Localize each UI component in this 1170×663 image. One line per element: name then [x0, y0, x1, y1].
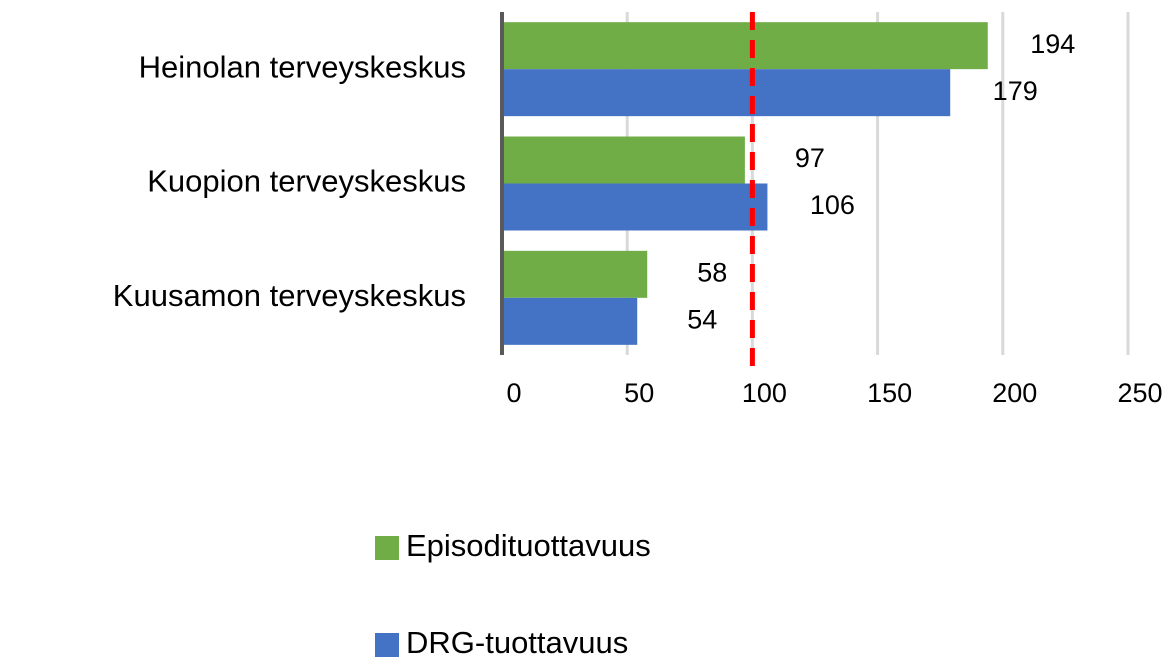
bar — [502, 183, 768, 231]
bar — [502, 297, 638, 345]
data-label: 97 — [795, 143, 825, 173]
legend-swatch — [375, 536, 399, 560]
bar — [502, 136, 745, 184]
category-label: Kuopion terveyskeskus — [147, 164, 466, 199]
bar — [502, 69, 951, 117]
x-tick-label: 50 — [624, 378, 654, 408]
x-tick-label: 0 — [506, 378, 521, 408]
data-label: 179 — [993, 76, 1038, 106]
legend-swatch — [375, 633, 399, 657]
bar — [502, 22, 988, 70]
legend-label: Episodituottavuus — [406, 528, 651, 563]
x-tick-label: 200 — [992, 378, 1037, 408]
category-label: Kuusamon terveyskeskus — [113, 278, 466, 313]
data-label: 58 — [697, 257, 727, 287]
category-label: Heinolan terveyskeskus — [139, 49, 466, 84]
x-tick-label: 250 — [1117, 378, 1162, 408]
legend-label: DRG-tuottavuus — [406, 625, 628, 660]
x-tick-label: 150 — [867, 378, 912, 408]
x-tick-label: 100 — [742, 378, 787, 408]
data-label: 194 — [1030, 29, 1075, 59]
bar — [502, 250, 648, 298]
data-label: 54 — [687, 304, 717, 334]
data-label: 106 — [810, 190, 855, 220]
